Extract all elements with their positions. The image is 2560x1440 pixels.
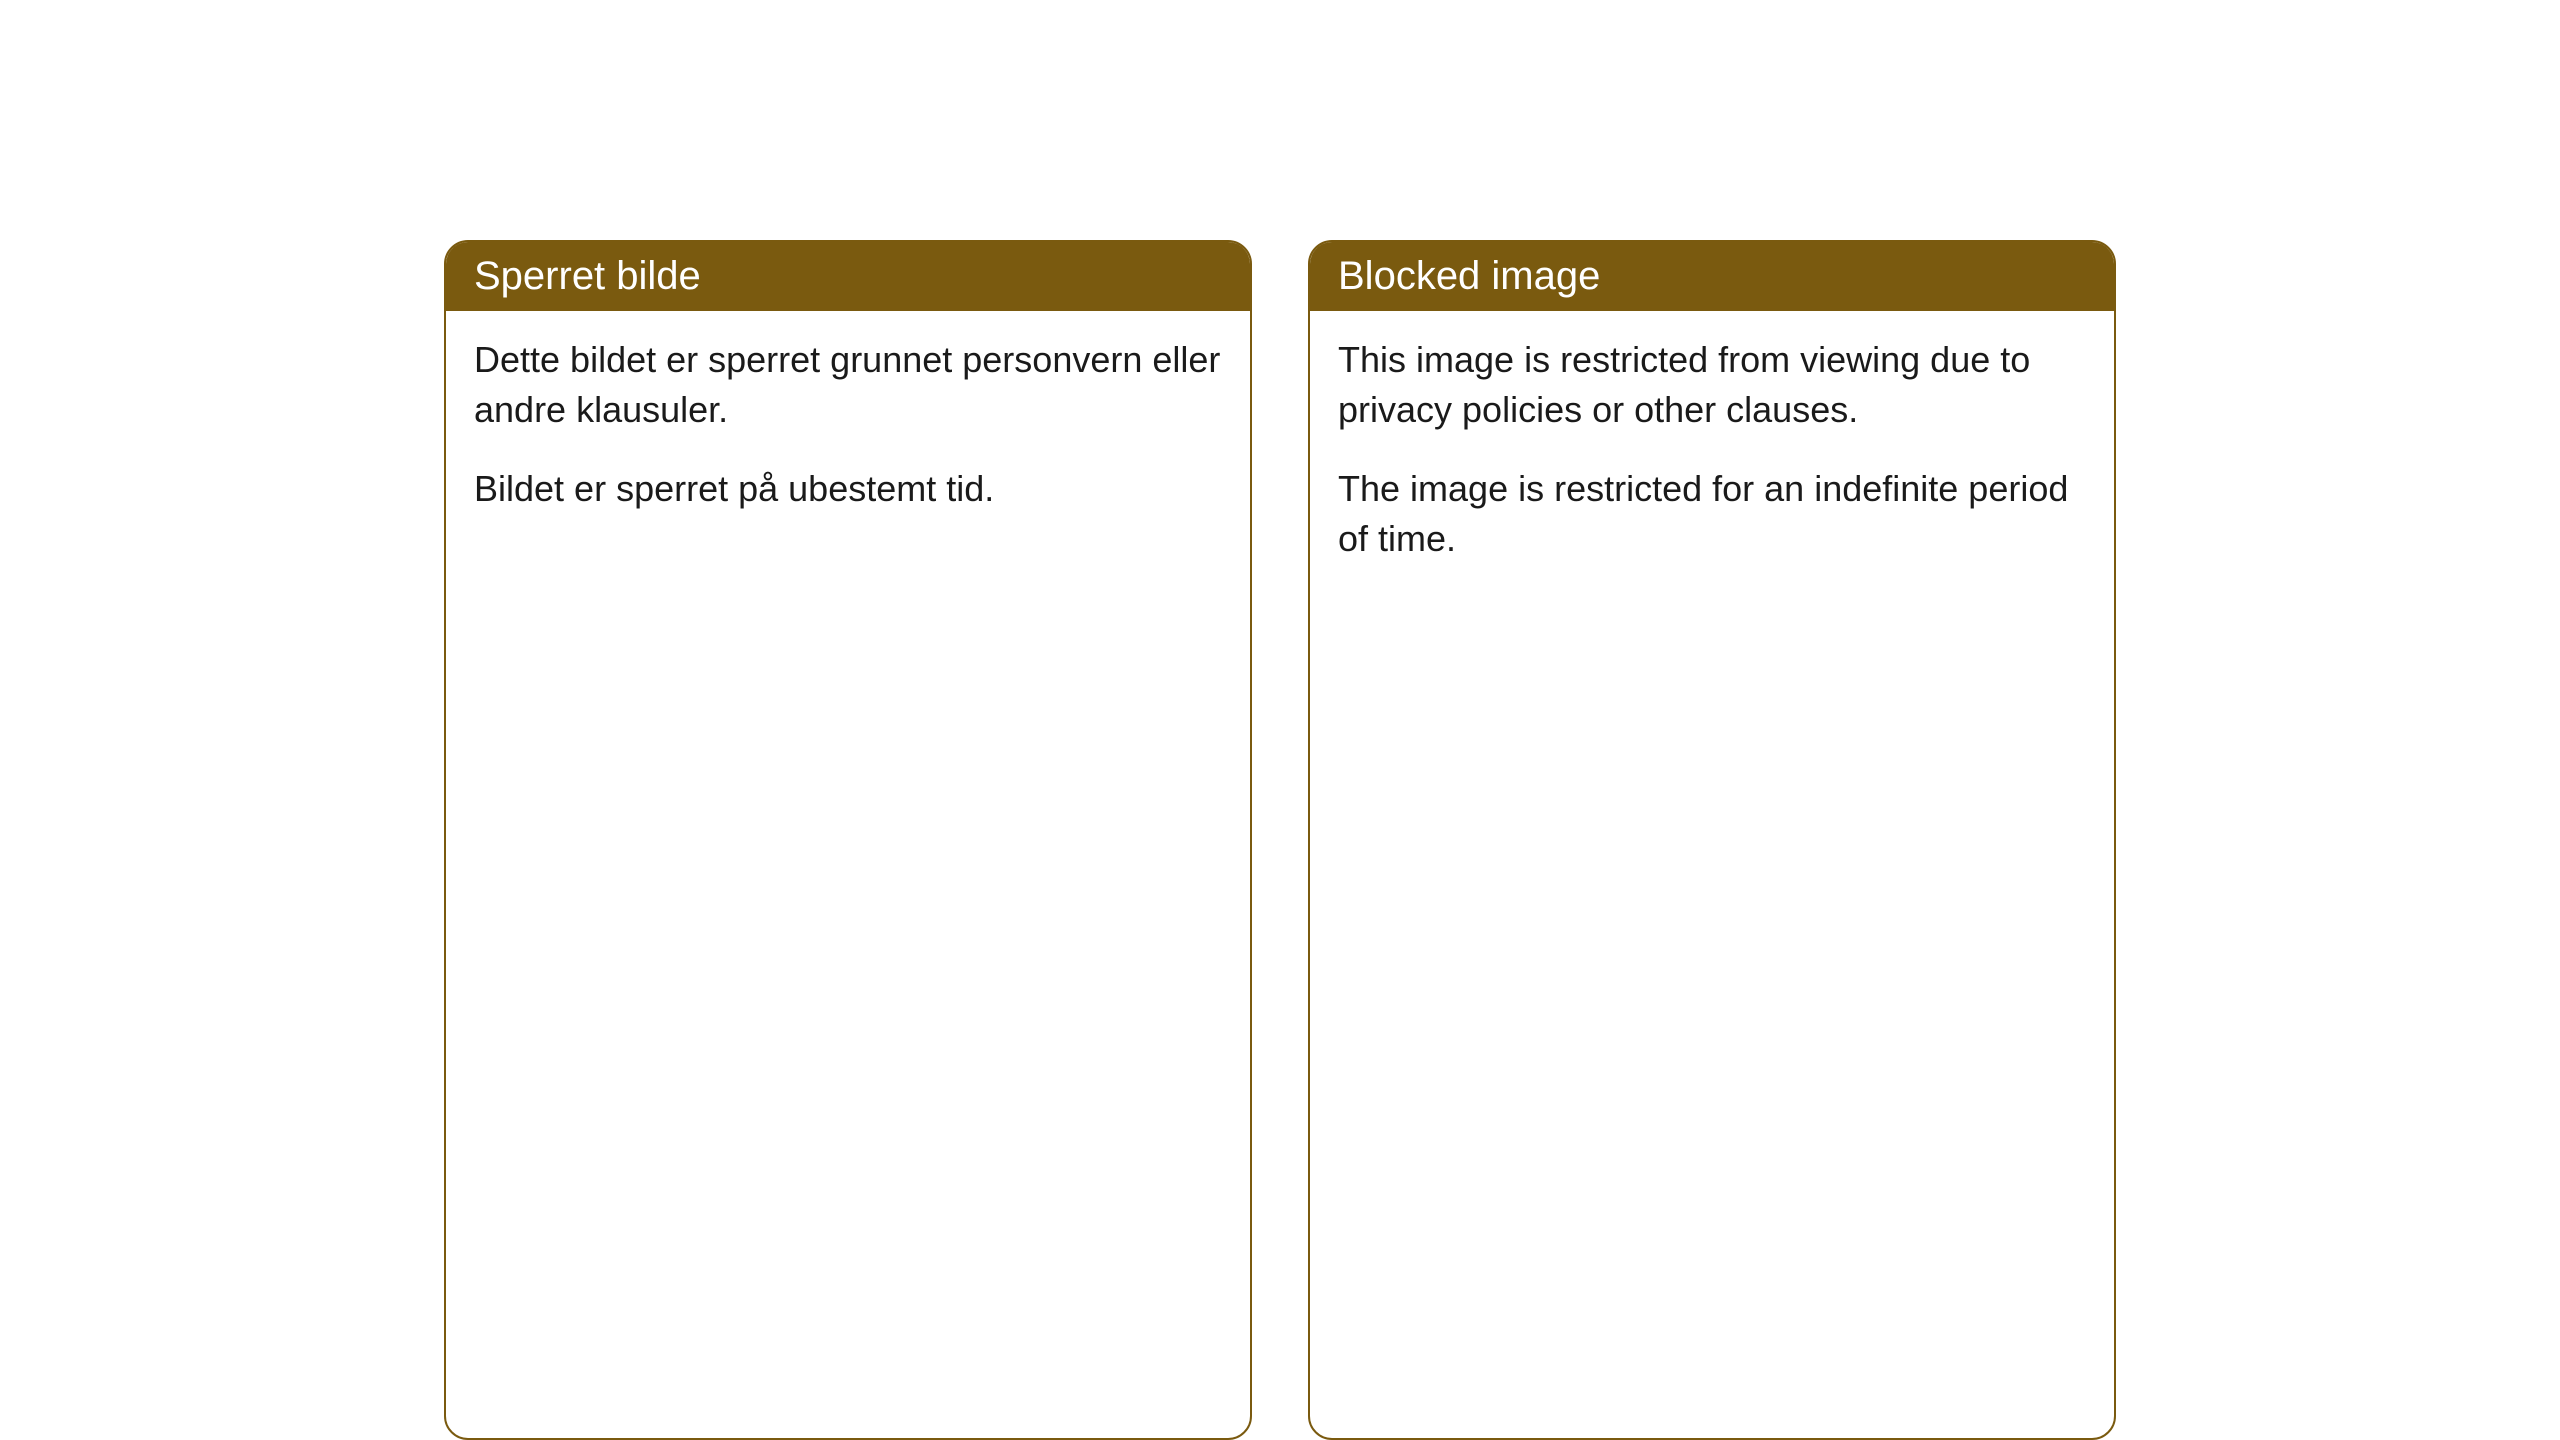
card-body: This image is restricted from viewing du… — [1310, 311, 2114, 621]
blocked-image-notice-english: Blocked image This image is restricted f… — [1308, 240, 2116, 1440]
card-header: Sperret bilde — [446, 242, 1250, 311]
notice-cards-container: Sperret bilde Dette bildet er sperret gr… — [444, 240, 2116, 1440]
card-paragraph: This image is restricted from viewing du… — [1338, 335, 2086, 436]
card-header: Blocked image — [1310, 242, 2114, 311]
card-paragraph: Dette bildet er sperret grunnet personve… — [474, 335, 1222, 436]
card-title: Sperret bilde — [474, 254, 701, 298]
card-paragraph: The image is restricted for an indefinit… — [1338, 464, 2086, 565]
card-paragraph: Bildet er sperret på ubestemt tid. — [474, 464, 1222, 514]
card-body: Dette bildet er sperret grunnet personve… — [446, 311, 1250, 570]
blocked-image-notice-norwegian: Sperret bilde Dette bildet er sperret gr… — [444, 240, 1252, 1440]
card-title: Blocked image — [1338, 254, 1600, 298]
